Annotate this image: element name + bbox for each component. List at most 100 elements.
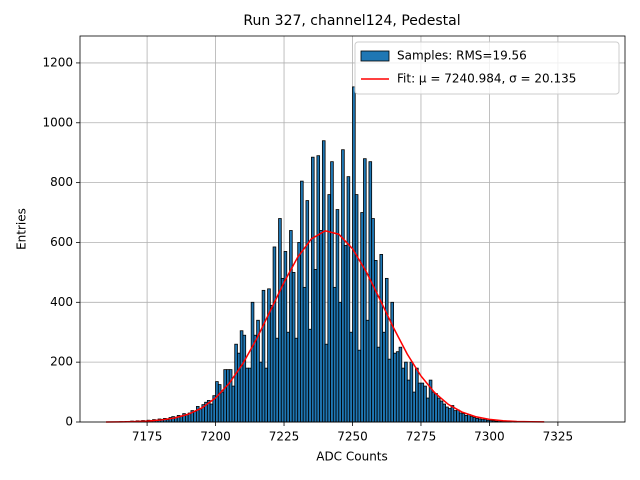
histogram-bar [278,218,282,423]
histogram-bar [357,349,362,423]
x-tick-label: 7200 [200,430,231,444]
histogram-bar [209,403,214,423]
histogram-bar [349,331,353,423]
y-tick-label: 1000 [42,115,73,129]
histogram-bar [226,369,230,423]
histogram-bar [237,352,241,423]
histogram-bar [445,406,449,423]
histogram-bar [217,384,222,423]
histogram-bar [379,254,384,423]
x-tick-label: 7325 [543,430,574,444]
histogram-bar [412,391,416,423]
histogram-bar [363,158,367,423]
histogram-bar [352,86,356,423]
y-axis-label: Entries [15,208,29,250]
fit-line [106,229,545,423]
legend: Samples: RMS=19.56 Fit: μ = 7240.984, σ =… [354,41,620,95]
histogram-bar [319,230,323,423]
legend-swatch [360,50,390,62]
histogram-bar [483,418,488,423]
histogram-bar [321,140,326,423]
histogram-bar [376,346,381,423]
histogram-bar [198,408,203,423]
y-tick-label: 400 [50,295,73,309]
histogram-bar [234,343,238,423]
histogram-bar [417,382,422,423]
histogram-bar [308,328,312,423]
histogram-bar [305,200,310,423]
histogram-bar [231,385,236,423]
histogram-bar [395,351,400,423]
histogram-bar [393,352,397,423]
histogram-bar [434,393,438,423]
histogram-bar [302,286,307,423]
histogram-bar [258,361,263,423]
x-tick-label: 7250 [337,430,368,444]
histogram-bar [453,410,457,423]
y-tick-label: 800 [50,175,73,189]
histogram-bar [456,409,460,423]
histogram-bar [193,411,197,423]
x-tick-label: 7300 [474,430,505,444]
histogram-bar [338,301,342,423]
histogram-bar [469,416,474,423]
histogram-bar [360,212,364,423]
histogram-bar [311,156,315,423]
histogram-bar [436,397,441,423]
histogram-bar [387,358,392,423]
histogram-bar [447,408,452,423]
histogram-bar [401,367,405,423]
histogram-bar [272,246,277,423]
histogram-bar [239,330,244,423]
histogram-bar [472,417,477,423]
legend-label: Fit: μ = 7240.984, σ = 20.135 [397,72,576,86]
legend-box [354,41,620,95]
histogram-bar [374,260,378,423]
histogram-bar [368,161,373,423]
histogram-bar [461,413,466,423]
histogram-bar [269,304,274,423]
histogram-bar [439,400,444,423]
histogram-bar [316,155,321,423]
histogram-bar [365,319,370,423]
histogram-bar [330,161,334,423]
histogram-bar [341,149,345,423]
histogram-bar [423,385,427,423]
histogram-bar [286,331,290,423]
chart-title: Run 327, channel124, Pedestal [243,13,460,29]
x-tick-label: 7225 [269,430,300,444]
histogram-bar [335,209,340,423]
histogram-bar [324,343,329,423]
histogram-bar [431,391,436,423]
histogram-bar [458,412,463,423]
histogram-bar [242,334,247,423]
histogram-bar [228,369,233,423]
histogram-bar [215,381,219,423]
histogram-bar [426,397,430,423]
histogram-bar [343,245,348,423]
histogram-bar [406,379,411,423]
histogram-bar [409,361,414,423]
legend-label: Samples: RMS=19.56 [397,49,527,63]
histogram-bar [478,418,482,423]
histogram-bar [220,391,225,423]
histogram-bar [275,337,279,423]
x-tick-label: 7275 [406,430,437,444]
histogram-bar [313,268,318,423]
histogram-bar [267,288,271,423]
histogram-bar [261,289,266,423]
histogram-bar [464,415,468,423]
histogram-bar [245,367,249,423]
histogram-bar [467,414,471,423]
histogram-bar [294,337,299,423]
histogram-bar [354,194,359,423]
histogram-bar [404,361,408,423]
y-tick-label: 600 [50,235,73,249]
histogram-bar [289,230,293,423]
histogram-bar [332,286,337,423]
histogram-bar [398,346,403,423]
histogram-bar [442,403,447,423]
histogram-bar [384,277,389,423]
histogram-bar [250,301,255,423]
